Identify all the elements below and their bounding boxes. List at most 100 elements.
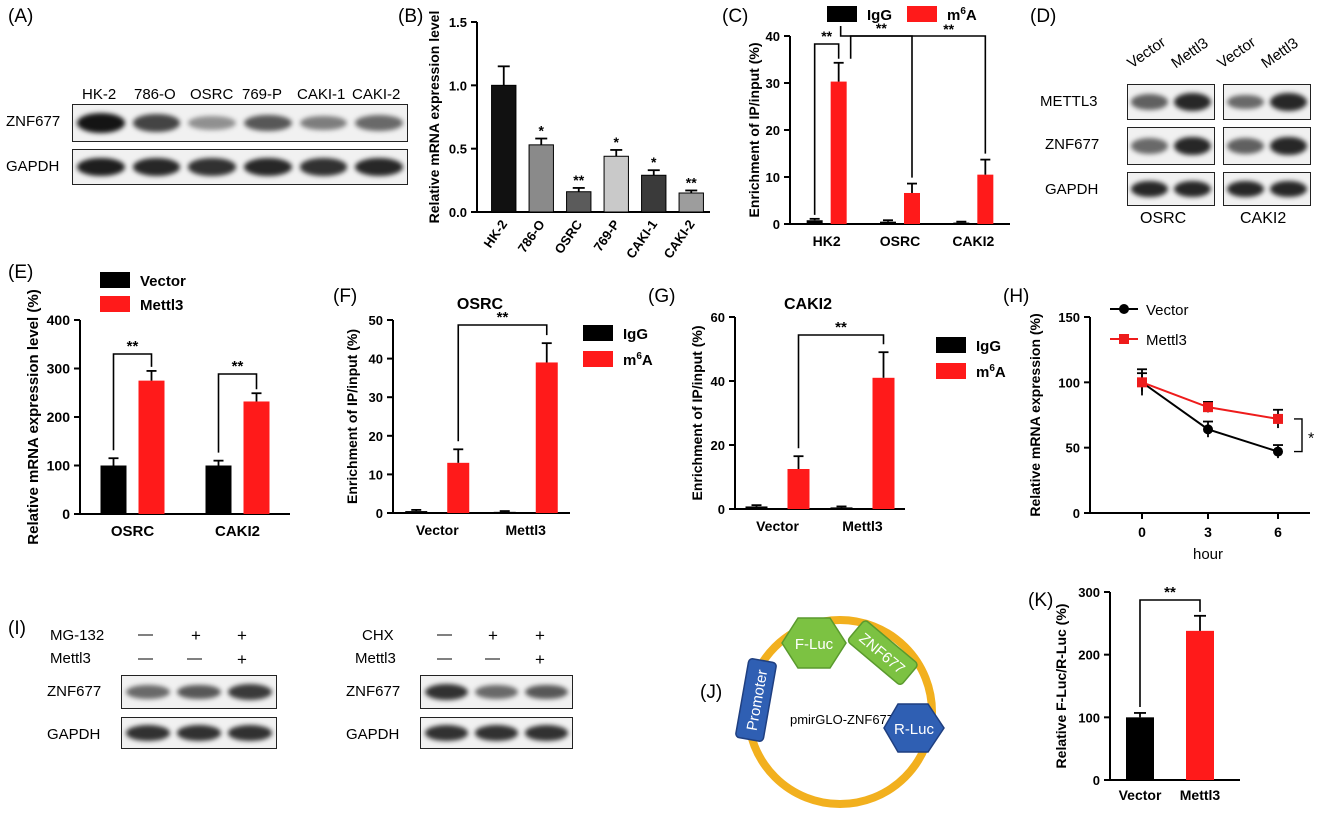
- chart-c: 0 10 20 30 40 Enrichment of IP/input (%) HK2 OS…: [746, 6, 1010, 249]
- significance-label: *: [651, 154, 657, 170]
- lane-label: HK-2: [82, 86, 117, 103]
- blot-band: [1131, 94, 1168, 110]
- svg-text:R-Luc: R-Luc: [894, 721, 935, 738]
- legend-swatch: [827, 6, 857, 22]
- bar: [566, 191, 592, 213]
- y-tick-label: 0: [1093, 773, 1100, 788]
- y-axis-label: Enrichment of IP/input (%): [746, 43, 762, 218]
- y-tick-label: 0: [376, 506, 383, 521]
- x-axis-label: hour: [1193, 546, 1223, 560]
- blot-strip-znf677-caki2: [1223, 127, 1311, 165]
- legend-label: m6A: [947, 6, 977, 24]
- bar: [830, 507, 853, 509]
- bar: [880, 221, 896, 224]
- y-tick-label: 40: [369, 352, 383, 367]
- y-tick-label: 20: [766, 123, 780, 138]
- bar: [806, 220, 823, 224]
- panel-label-b: (B): [398, 6, 424, 27]
- x-tick-label: CAKI-2: [661, 217, 698, 261]
- panel-label-i: (I): [8, 618, 26, 639]
- bar: [491, 84, 517, 213]
- y-tick-label: 10: [766, 170, 780, 185]
- panel-label-f: (F): [333, 286, 358, 307]
- y-tick-label: 30: [766, 76, 780, 91]
- row-label: ZNF677: [346, 683, 401, 700]
- significance-bracket: [217, 373, 258, 453]
- y-tick-label: 200: [1078, 648, 1100, 663]
- y-tick-label: 0: [718, 502, 725, 517]
- data-point: [1203, 402, 1213, 413]
- blot-band: [1174, 93, 1211, 111]
- legend-marker: [1119, 304, 1129, 314]
- row-label: GAPDH: [346, 726, 400, 743]
- blot-band: [474, 685, 519, 699]
- y-axis-label: Relative mRNA expression level (%): [25, 289, 42, 544]
- y-tick-label: 300: [1078, 585, 1100, 600]
- legend-swatch: [936, 363, 966, 379]
- bar: [100, 465, 127, 514]
- blot-band: [228, 725, 273, 741]
- blot-band: [1227, 94, 1264, 110]
- y-tick-label: 20: [369, 429, 383, 444]
- blot-strip-mettl3-caki2: [1223, 84, 1311, 120]
- fluc-element: F-Luc: [781, 617, 847, 669]
- bar: [977, 174, 994, 224]
- blot-band: [132, 158, 181, 176]
- panel-label-g: (G): [648, 286, 676, 307]
- x-tick-label: CAKI2: [215, 523, 260, 540]
- blot-band: [243, 158, 292, 176]
- chart-title: CAKI2: [784, 296, 832, 313]
- blot-band: [1270, 136, 1307, 156]
- y-tick-label: 40: [766, 29, 780, 44]
- znf677-element: ZNF677: [847, 620, 918, 685]
- y-tick-label: 50: [1066, 441, 1080, 456]
- legend-swatch: [100, 296, 130, 312]
- bar: [138, 380, 165, 514]
- bar: [405, 511, 428, 513]
- blot-band: [1227, 180, 1264, 198]
- blot-strip-gapdh: [72, 149, 408, 185]
- lane-label: Mettl3: [1168, 34, 1212, 72]
- data-point: [1203, 424, 1213, 435]
- treatment-label: MG-132: [50, 627, 105, 644]
- blot-band: [525, 725, 569, 741]
- chart-f: 0 10 20 30 40 50 Enrichment of IP/input (%) Vec…: [345, 296, 653, 538]
- significance-label: **: [835, 319, 847, 336]
- blot-band: [176, 684, 222, 700]
- x-tick-label: 0: [1138, 524, 1146, 540]
- lane-label: CAKI-2: [352, 86, 401, 103]
- x-tick-label: OSRC: [551, 217, 585, 257]
- x-tick-label: 769-P: [591, 217, 623, 254]
- cell-line-label: OSRC: [1140, 210, 1187, 227]
- blot-band: [299, 115, 348, 131]
- sign: +: [237, 650, 247, 669]
- y-tick-label: 1.0: [449, 78, 467, 93]
- blot-band: [299, 158, 348, 176]
- cell-line-label: CAKI2: [1240, 210, 1287, 227]
- blot-strip-gapdh-osrc: [1127, 172, 1215, 206]
- y-axis-label: Relative mRNA expression (%): [1027, 313, 1043, 516]
- lane-label: 769-P: [242, 86, 283, 103]
- x-tick-label: 6: [1274, 524, 1282, 540]
- legend-label: Vector: [1146, 302, 1189, 319]
- chart-e: 0 100 200 300 400 Relative mRNA expression le…: [25, 272, 290, 545]
- significance-bracket: [813, 43, 840, 215]
- lane-label: Vector: [1214, 33, 1259, 72]
- x-tick-label: Mettl3: [842, 518, 883, 534]
- bar: [904, 192, 920, 224]
- y-tick-label: 20: [711, 438, 725, 453]
- panel-label-c: (C): [722, 6, 749, 27]
- legend-label: m6A: [623, 351, 653, 369]
- blot-band: [125, 685, 170, 699]
- svg-text:F-Luc: F-Luc: [795, 636, 834, 653]
- legend-label: Mettl3: [1146, 332, 1187, 349]
- legend-swatch: [583, 325, 613, 341]
- panel-label-a: (A): [8, 6, 34, 27]
- y-tick-label: 60: [711, 310, 725, 325]
- x-tick-label: OSRC: [880, 233, 920, 249]
- lane-label: Vector: [1124, 33, 1169, 72]
- blot-band: [188, 116, 237, 130]
- blot-band: [1227, 137, 1264, 155]
- significance-label: **: [573, 172, 584, 188]
- y-axis-label: Relative mRNA expression level: [426, 11, 442, 224]
